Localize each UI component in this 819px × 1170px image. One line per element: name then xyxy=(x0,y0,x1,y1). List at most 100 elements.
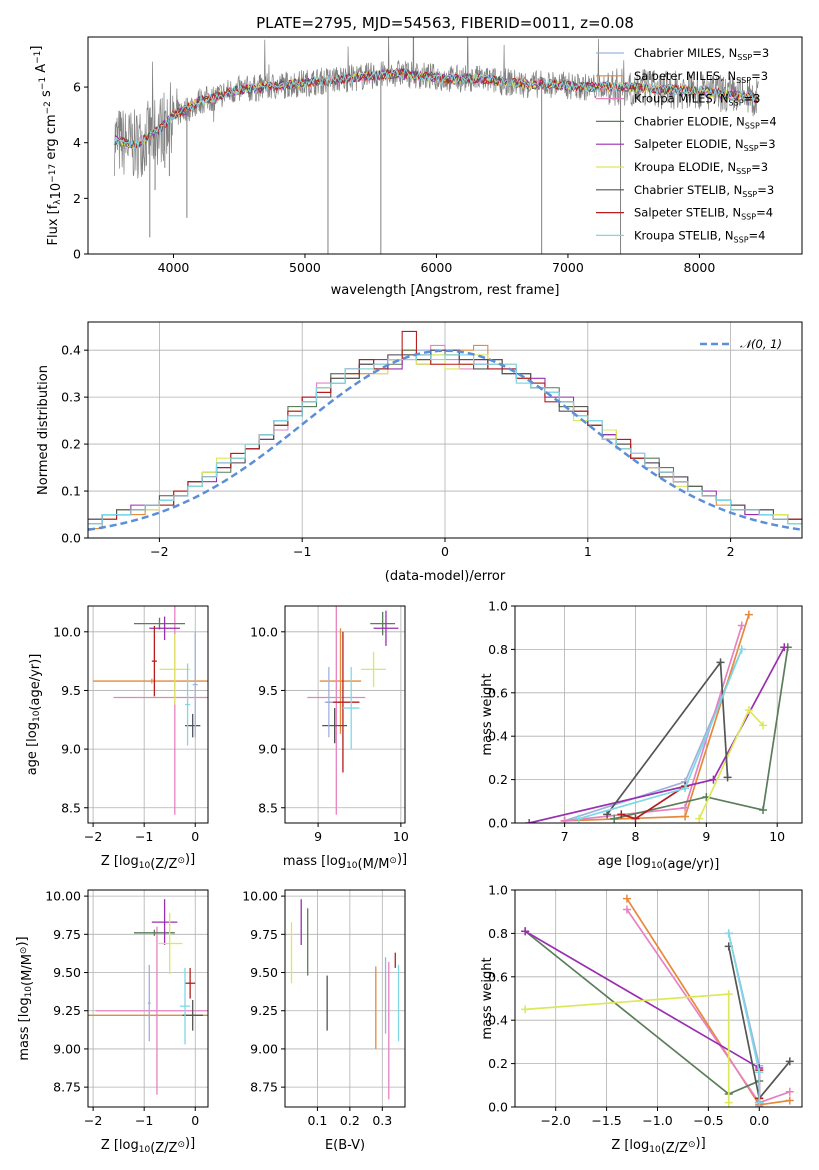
age_vs_mass-xlabel-part: 10 xyxy=(346,861,358,871)
weight-marker-kroupa_elodie xyxy=(724,990,733,999)
weight_vs_age-xlabel-part: 10 xyxy=(651,861,663,871)
weight-line-chabrier_elodie xyxy=(614,647,789,820)
legend-label-kroupa_miles: Kroupa MILES, NSSP=3 xyxy=(634,92,760,108)
weight-marker-chabrier_elodie xyxy=(759,805,768,814)
spectrum-ylabel-part: s xyxy=(39,90,54,101)
weight-marker-chabrier_elodie xyxy=(610,814,619,823)
x-tick-label: 7 xyxy=(561,829,569,844)
spectrum-ylabel-part: −2 xyxy=(43,101,53,114)
spectrum-plot xyxy=(113,37,759,254)
weight_vs_z-plot xyxy=(521,894,794,1107)
age_vs_mass-plot xyxy=(307,606,399,815)
age_vs_z-axes: −2 −1 0 8.5 9.0 9.5 10.0 xyxy=(53,606,208,844)
age_vs_z-frame xyxy=(87,605,209,824)
y-tick-label: 9.00 xyxy=(53,1041,81,1056)
x-tick-label: 10 xyxy=(393,829,409,844)
legend-tail: =3 xyxy=(757,183,774,197)
y-tick-label: 0.4 xyxy=(488,1013,508,1028)
legend-tail: =3 xyxy=(751,160,768,174)
weight-marker-kroupa_miles xyxy=(737,621,746,630)
age_vs_mass-xlabel-part: )] xyxy=(397,852,407,867)
x-tick-label: −1.5 xyxy=(591,1113,621,1128)
legend-main: Kroupa STELIB, N xyxy=(634,228,734,242)
y-tick-label: 9.75 xyxy=(250,927,278,942)
weight-marker-salpeter_miles xyxy=(785,1096,794,1105)
age_vs_mass-axes: 9 10 8.5 9.0 9.5 10.0 xyxy=(250,606,409,844)
legend-main: Chabrier ELODIE, N xyxy=(634,114,745,128)
legend-sub: SSP xyxy=(736,167,751,176)
y-tick-label: 0.2 xyxy=(488,772,508,787)
weight-line-chabrier_miles xyxy=(564,649,743,822)
spectrum-ylabel-part: erg cm xyxy=(44,114,59,163)
x-tick-label: 0 xyxy=(191,1113,199,1128)
y-tick-label: 9.0 xyxy=(258,742,278,757)
weight-marker-kroupa_elodie xyxy=(521,1005,530,1014)
weight-marker-chabrier_stelib xyxy=(785,1057,794,1066)
y-tick-label: 10.00 xyxy=(45,889,81,904)
y-tick-label: 9.75 xyxy=(53,927,81,942)
y-tick-label: 0.8 xyxy=(488,926,508,941)
y-tick-label: 9.00 xyxy=(250,1041,278,1056)
y-tick-label: 9.5 xyxy=(61,683,81,698)
weight_vs_age-ylabel: mass weight xyxy=(480,673,495,755)
x-tick-label: 10 xyxy=(769,829,785,844)
x-tick-label: 2 xyxy=(727,544,735,559)
spectrum-ylabel-part: −17 xyxy=(48,164,58,183)
y-tick-label: 9.50 xyxy=(250,965,278,980)
residuals-ylabel: Normed distribution xyxy=(36,365,51,495)
x-tick-label: 5000 xyxy=(289,260,321,275)
x-tick-label: −1 xyxy=(135,1113,153,1128)
age_vs_z-xlabel: Z [log10(Z/Z⊙)] xyxy=(101,852,195,872)
y-tick-label: 1.0 xyxy=(488,883,508,898)
age_vs_mass-frame xyxy=(284,605,406,824)
weight-line-salpeter_miles xyxy=(564,614,750,822)
weight-marker-kroupa_stelib xyxy=(737,645,746,654)
y-tick-label: 0.3 xyxy=(61,390,81,405)
weight_vs_z-frame xyxy=(514,889,803,1108)
age_vs_z-xlabel-part: (Z/Z xyxy=(150,857,177,872)
y-tick-label: 6 xyxy=(73,80,81,95)
mass_vs_z-ylabel: mass [log10(M/M⊙)] xyxy=(15,936,35,1060)
normal-curve xyxy=(88,349,802,532)
weight_vs_z-xlabel: Z [log10(Z/Z⊙)] xyxy=(611,1136,705,1156)
residual-hist-kroupa_stelib xyxy=(88,354,802,525)
mass_vs_z-frame xyxy=(87,889,209,1108)
weight_vs_z-xlabel-part: (Z/Z xyxy=(661,1141,688,1156)
weight-line-chabrier_elodie xyxy=(524,930,760,1095)
weight-marker-kroupa_stelib xyxy=(755,1068,764,1077)
mass_vs_z-xlabel-part: ⊙ xyxy=(177,1140,185,1150)
weight-line-salpeter_elodie xyxy=(524,930,761,1107)
weight-marker-kroupa_elodie xyxy=(724,1098,733,1107)
y-tick-label: 0.6 xyxy=(488,685,508,700)
mass_vs_z-axes: −2 −1 0 8.75 9.00 9.25 9.50 9.75 10.00 xyxy=(45,889,208,1128)
x-tick-label: −0.5 xyxy=(693,1113,723,1128)
residuals-xlabel: (data-model)/error xyxy=(385,569,506,584)
x-tick-label: 6000 xyxy=(421,260,453,275)
legend-label-salpeter_elodie: Salpeter ELODIE, NSSP=3 xyxy=(634,137,776,153)
weight-marker-salpeter_stelib xyxy=(631,814,640,823)
x-tick-label: 4000 xyxy=(158,260,190,275)
x-tick-label: 8 xyxy=(631,829,639,844)
y-tick-label: 0.0 xyxy=(488,816,508,831)
weight-marker-kroupa_stelib xyxy=(574,814,583,823)
x-tick-label: −2 xyxy=(84,829,102,844)
y-tick-label: 0 xyxy=(73,247,81,262)
legend-label-chabrier_miles: Chabrier MILES, NSSP=3 xyxy=(634,46,769,62)
x-tick-label: 0.2 xyxy=(340,1113,360,1128)
weight-marker-kroupa_miles xyxy=(785,1087,794,1096)
age_vs_mass-xlabel: mass [log10(M/M⊙)] xyxy=(283,852,407,872)
y-tick-label: 8.75 xyxy=(250,1080,278,1095)
mass_vs_z-xlabel-part: Z [log xyxy=(101,1138,139,1153)
y-tick-label: 9.5 xyxy=(258,683,278,698)
age_vs_z-ylabel-part: age [log xyxy=(25,722,40,775)
weight-marker-salpeter_elodie xyxy=(709,775,718,784)
mass_vs_z-xlabel-part: 10 xyxy=(139,1145,151,1155)
y-tick-label: 8.5 xyxy=(61,800,81,815)
age_vs_z-xlabel-part: Z [log xyxy=(101,854,139,869)
x-tick-label: −1.0 xyxy=(642,1113,672,1128)
x-tick-label: 7000 xyxy=(552,260,584,275)
weight-marker-kroupa_miles xyxy=(681,803,690,812)
spectrum-ylabel-part: −1 xyxy=(33,51,43,64)
